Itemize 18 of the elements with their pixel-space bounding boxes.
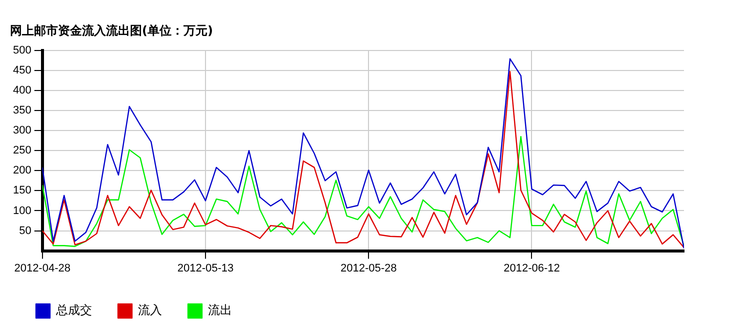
x-tick-label: 2012-05-28 [340,262,397,274]
chart-title: 网上邮市资金流入流出图(单位：万元) [10,23,213,38]
legend-label: 流入 [138,303,162,318]
x-tick-label: 2012-06-12 [504,262,560,274]
y-tick-label: 300 [12,124,32,137]
y-tick-label: 150 [12,184,32,197]
x-tick-label: 2012-05-13 [177,262,234,274]
x-tick-label: 2012-04-28 [14,262,70,274]
y-tick-label: 500 [12,44,32,56]
y-tick-label: 250 [12,144,32,157]
y-tick-label: 350 [12,104,32,117]
legend-label: 流出 [208,303,232,318]
y-tick-label: 100 [12,204,32,217]
y-tick-label: 400 [12,84,32,97]
legend-label: 总成交 [55,303,92,318]
y-tick-label: 450 [12,64,32,76]
y-tick-label: 50 [19,224,32,237]
y-tick-label: 200 [12,164,32,177]
